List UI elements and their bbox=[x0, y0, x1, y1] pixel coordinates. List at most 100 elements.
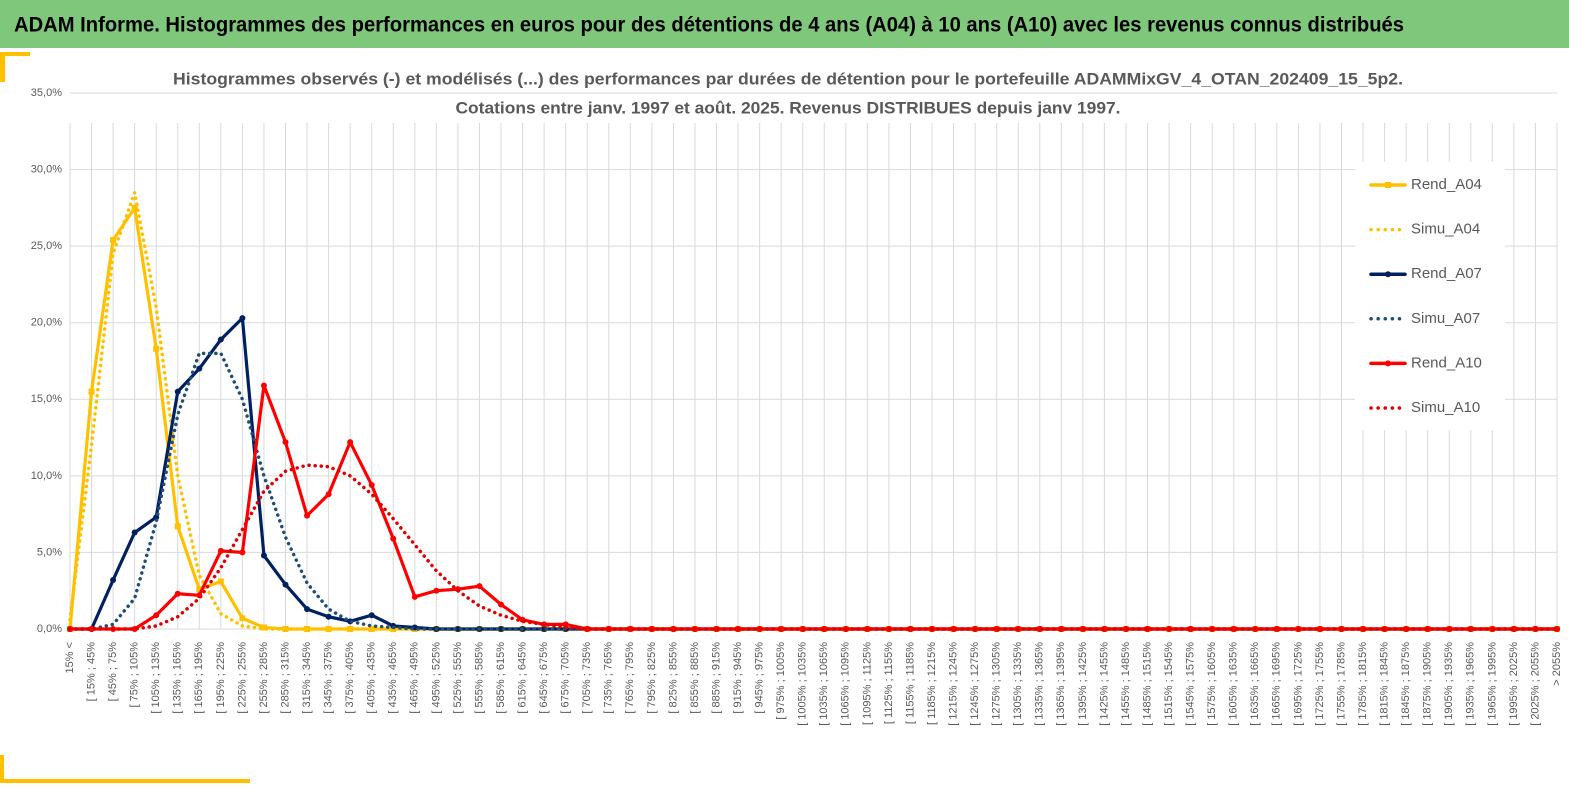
x-tick-label: 15% < bbox=[64, 642, 76, 674]
x-tick-label: [ 615% ; 645% bbox=[516, 642, 528, 714]
data-point bbox=[1554, 626, 1560, 632]
x-tick-label: [ 1905% ; 1935% bbox=[1443, 642, 1455, 726]
page-title: ADAM Informe. Histogrammes des performan… bbox=[14, 14, 1404, 37]
grid: 0,0% 5,0% 10,0% 15,0% 20,0% 25,0% 30,0% 35,0% 15… bbox=[31, 87, 1563, 726]
x-tick-label: [ 645% ; 675% bbox=[538, 642, 550, 714]
x-tick-label: [ 975% ; 1005% bbox=[775, 642, 787, 720]
x-tick-label: [ 1275% ; 1305% bbox=[991, 642, 1003, 726]
data-point bbox=[282, 581, 289, 588]
legend-label: Simu_A04 bbox=[1411, 221, 1480, 238]
legend-marker bbox=[1385, 271, 1391, 278]
plot bbox=[67, 190, 1560, 632]
series-line bbox=[68, 206, 1559, 631]
x-tick-label: > 2055% bbox=[1551, 642, 1563, 686]
y-tick-label: 20,0% bbox=[31, 317, 62, 329]
data-point bbox=[584, 626, 591, 632]
data-point bbox=[110, 576, 117, 583]
x-tick-label: [ 495% ; 525% bbox=[430, 642, 442, 714]
x-tick-label: [ 195% ; 225% bbox=[215, 642, 227, 714]
data-point bbox=[282, 439, 289, 446]
accent bbox=[0, 755, 4, 783]
accent bbox=[0, 52, 5, 82]
data-point bbox=[196, 586, 203, 593]
x-tick-label: [ 1605% ; 1635% bbox=[1228, 642, 1240, 726]
data-point bbox=[88, 388, 95, 395]
y-tick-label: 30,0% bbox=[31, 163, 62, 175]
data-point bbox=[1230, 626, 1237, 632]
x-tick-label: [ 825% ; 855% bbox=[667, 642, 679, 714]
data-point bbox=[498, 626, 505, 632]
x-tick-label: [ 555% ; 585% bbox=[473, 642, 485, 714]
x-tick-label: [ 1485% ; 1515% bbox=[1141, 642, 1153, 726]
x-tick-label: [ 1815% ; 1845% bbox=[1379, 642, 1391, 726]
legend-label: Rend_A10 bbox=[1411, 354, 1482, 371]
x-tick-label: [ 1245% ; 1275% bbox=[969, 642, 981, 726]
accent bbox=[0, 779, 250, 783]
x-tick-label: [ 855% ; 885% bbox=[689, 642, 701, 714]
x-tick-label: [ 945% ; 975% bbox=[754, 642, 766, 714]
data-point bbox=[1273, 626, 1280, 632]
data-point bbox=[304, 626, 311, 632]
x-tick-label: [ 1965% ; 1995% bbox=[1486, 642, 1498, 726]
x-tick-label: [ 75% ; 105% bbox=[129, 642, 141, 708]
x-tick-label: [ 735% ; 765% bbox=[603, 642, 615, 714]
legend-box bbox=[1355, 162, 1505, 430]
y-tick-label: 10,0% bbox=[31, 470, 62, 482]
data-point bbox=[325, 491, 332, 498]
x-tick-label: [ 1665% ; 1695% bbox=[1271, 642, 1283, 726]
data-point bbox=[260, 624, 267, 631]
x-tick-label: [ 465% ; 495% bbox=[409, 642, 421, 714]
x-tick-label: [ 675% ; 705% bbox=[560, 642, 572, 714]
x-tick-label: [ 405% ; 435% bbox=[366, 642, 378, 714]
x-tick-label: [ 315% ; 345% bbox=[301, 642, 313, 714]
x-tick-label: [ 585% ; 615% bbox=[495, 642, 507, 714]
data-point bbox=[88, 626, 95, 632]
data-point bbox=[217, 336, 224, 343]
data-point bbox=[347, 439, 354, 446]
data-point bbox=[1316, 626, 1323, 632]
x-tick-label: [ 15% ; 45% bbox=[85, 642, 97, 702]
data-point bbox=[368, 612, 375, 619]
x-tick-label: [ 525% ; 555% bbox=[452, 642, 464, 714]
x-tick-label: [ 1305% ; 1335% bbox=[1012, 642, 1024, 726]
x-tick-label: [ 435% ; 465% bbox=[387, 642, 399, 714]
data-point bbox=[153, 345, 160, 352]
x-tick-label: [ 255% ; 285% bbox=[258, 642, 270, 714]
x-tick-label: [ 165% ; 195% bbox=[193, 642, 205, 714]
x-tick-label: [ 1785% ; 1815% bbox=[1357, 642, 1369, 726]
x-tick-label: [ 795% ; 825% bbox=[646, 642, 658, 714]
x-tick-label: [ 2025% ; 2055% bbox=[1529, 642, 1541, 726]
legend-marker bbox=[1385, 182, 1391, 188]
x-tick-label: [ 915% ; 945% bbox=[732, 642, 744, 714]
data-point bbox=[390, 535, 397, 542]
x-tick-label: [ 135% ; 165% bbox=[172, 642, 184, 714]
data-point bbox=[260, 382, 267, 389]
legend-label: Rend_A04 bbox=[1411, 176, 1482, 193]
series-line bbox=[68, 190, 1559, 631]
x-tick-label: [ 705% ; 735% bbox=[581, 642, 593, 714]
x-tick-label: [ 1425% ; 1455% bbox=[1098, 642, 1110, 726]
x-tick-label: [ 345% ; 375% bbox=[323, 642, 335, 714]
y-tick-label: 35,0% bbox=[31, 87, 62, 99]
data-point bbox=[304, 512, 311, 519]
data-point bbox=[433, 587, 440, 594]
data-point bbox=[131, 204, 138, 211]
x-tick-label: [ 1035% ; 1065% bbox=[818, 642, 830, 726]
data-point bbox=[325, 613, 332, 620]
data-point bbox=[411, 593, 418, 600]
x-tick-label: [ 765% ; 795% bbox=[624, 642, 636, 714]
chart-subtitle: Cotations entre janv. 1997 et août. 2025… bbox=[456, 98, 1121, 117]
x-tick-label: [ 1095% ; 1125% bbox=[861, 642, 873, 725]
x-tick-label: [ 1515% ; 1545% bbox=[1163, 642, 1175, 726]
data-point bbox=[174, 590, 181, 597]
data-point bbox=[153, 612, 160, 619]
data-point bbox=[217, 578, 224, 585]
chart-title: Histogrammes observés (-) et modélisés (… bbox=[173, 69, 1403, 88]
x-tick-label: [ 1575% ; 1605% bbox=[1206, 642, 1218, 726]
x-tick-label: [ 1695% ; 1725% bbox=[1292, 642, 1304, 726]
x-tick-label: [ 1545% ; 1575% bbox=[1185, 642, 1197, 726]
data-point bbox=[670, 626, 677, 632]
x-tick-label: [ 1365% ; 1395% bbox=[1055, 642, 1067, 726]
data-point bbox=[368, 482, 375, 489]
